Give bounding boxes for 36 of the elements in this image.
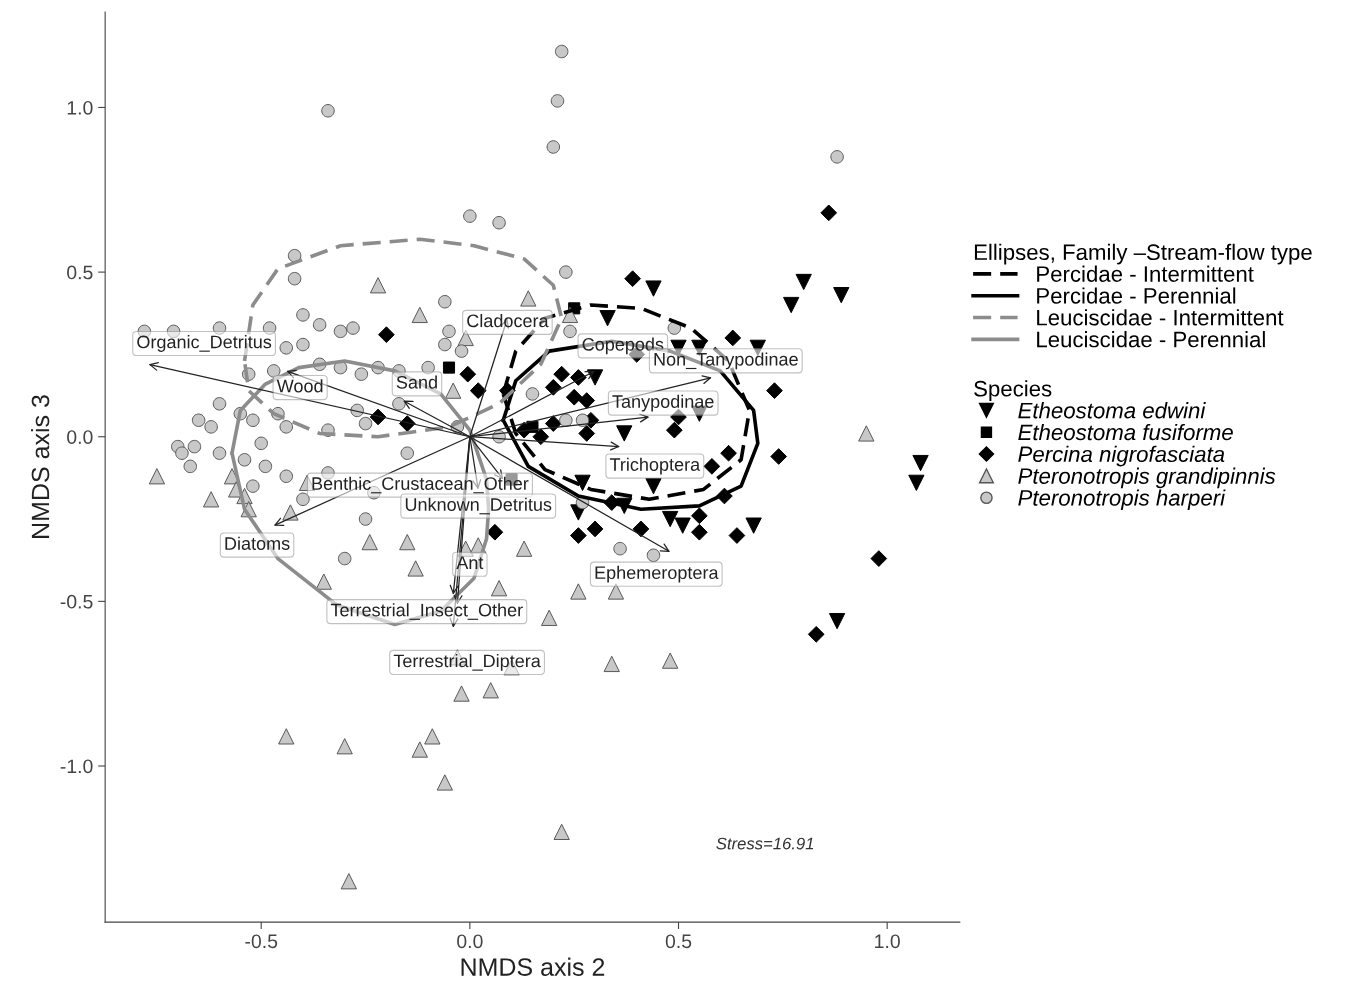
y-tick-label: 0.5 xyxy=(67,265,93,280)
legend-label: Pteronotropis grandipinnis xyxy=(1018,467,1276,489)
annotation: Benthic_Crustacean_Other xyxy=(312,476,529,494)
annotation: Unknown_Detritus xyxy=(405,497,552,515)
y-tick-label: -0.5 xyxy=(60,594,93,609)
legend-label: Percidae - Perennial xyxy=(1037,287,1236,304)
annotation: Cladocera xyxy=(467,313,549,328)
legend-label: Leuciscidae - Perennial xyxy=(1037,331,1265,348)
legend-label: Percidae - Intermittent xyxy=(1037,265,1254,282)
legend-label: Etheostoma fusiforme xyxy=(1018,423,1233,441)
annotation: Trichoptera xyxy=(609,457,701,475)
text: Ellipses, Family –Stream-flow type xyxy=(974,243,1312,265)
legend-label: Pteronotropis harperi xyxy=(1018,489,1226,511)
y-tick-label: 0.0 xyxy=(67,430,93,444)
y-axis-title: NMDS axis 3 xyxy=(30,395,50,538)
annotation: Ant xyxy=(456,556,484,570)
legend-label: Etheostoma edwini xyxy=(1018,402,1206,419)
annotation: Ephemeroptera xyxy=(595,565,719,583)
annotation: Diatoms xyxy=(225,536,290,550)
x-tick-label: 1.0 xyxy=(875,934,900,949)
annotation: Sand xyxy=(396,375,437,389)
annotation: Tanypodinae xyxy=(612,394,714,412)
x-axis-title: NMDS axis 2 xyxy=(461,957,605,976)
x-tick-label: -0.5 xyxy=(245,934,278,949)
annotation: Terrestrial_Diptera xyxy=(393,654,541,671)
annotation: Terrestrial_Insect_Other xyxy=(330,603,523,620)
legend-label: Leuciscidae - Intermittent xyxy=(1037,309,1284,326)
annotation: Wood xyxy=(276,379,323,393)
legend-label: Percina nigrofasciata xyxy=(1018,445,1225,467)
y-tick-label: 1.0 xyxy=(67,100,93,115)
x-tick-label: 0.0 xyxy=(457,934,483,949)
annotation: Organic_Detritus xyxy=(137,335,272,352)
x-tick-label: 0.5 xyxy=(665,934,692,949)
text: Species xyxy=(974,380,1052,401)
y-tick-label: -1.0 xyxy=(60,759,93,774)
annotation: Stress=16.91 xyxy=(716,837,814,850)
